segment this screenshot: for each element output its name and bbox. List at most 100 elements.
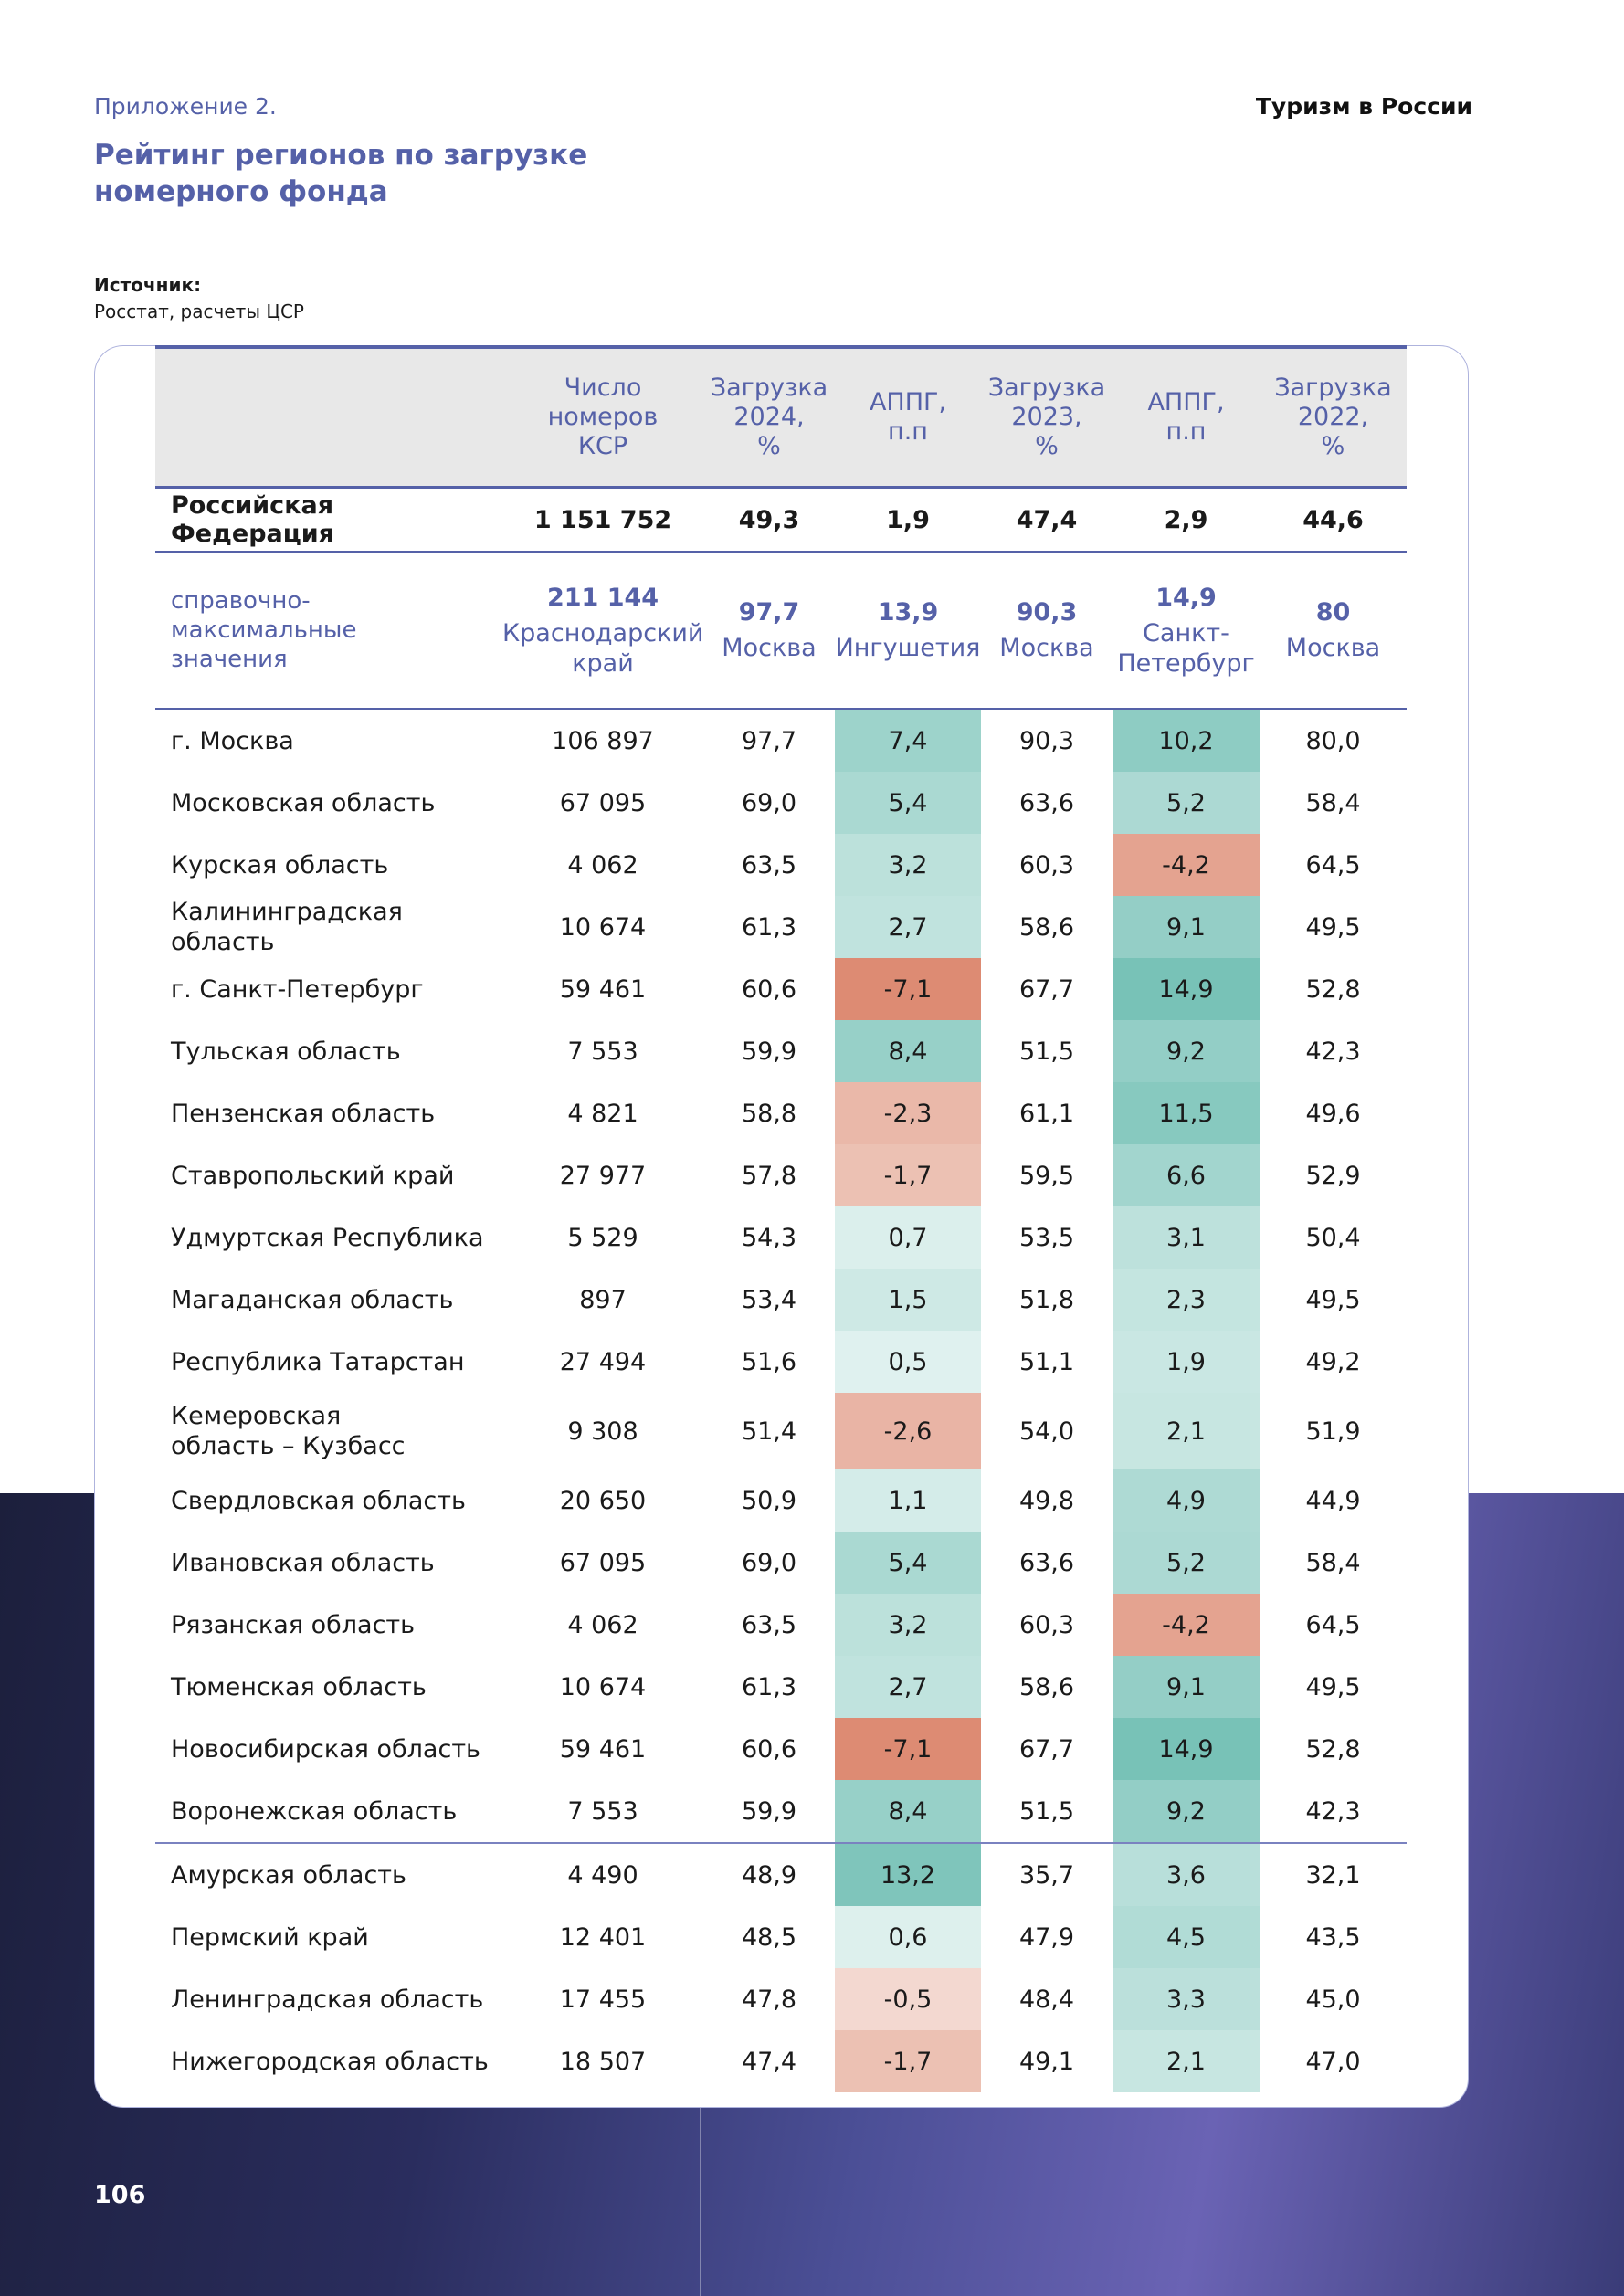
value-cell: 59 461 [559,1734,647,1764]
value-cell: 43,5 [1305,1922,1361,1952]
page-number: 106 [94,2181,146,2209]
reference-region: Ингушетия [835,634,981,662]
reference-value: 211 144 [546,583,659,612]
value-cell: 57,8 [741,1161,797,1190]
header-cell: Загрузка 2022, % [1260,345,1407,489]
header-cell: Загрузка 2024, % [703,345,835,489]
value-cell: 58,4 [1305,1548,1361,1577]
value-cell: 4 062 [567,850,638,879]
region-name: Ивановская область [171,1548,435,1577]
region-name: Республика Татарстан [171,1347,465,1376]
value-cell: 5,2 [1113,772,1260,834]
data-row: Пензенская область 4 821 58,8 -2,3 61,1 11,5 4… [155,1082,1407,1144]
value-cell: 51,5 [1018,1037,1075,1066]
value-cell: 49,8 [1018,1486,1075,1515]
region-name: Московская область [171,788,436,817]
value-cell: 9,1 [1113,896,1260,958]
rating-table: Число номеров КСР Загрузка 2024, % АППГ, п… [155,345,1407,2092]
value-cell: 3,2 [835,834,981,896]
value-cell: 13,2 [835,1842,981,1906]
region-name: Калининградская область [171,898,403,956]
value-cell: 106 897 [552,726,654,755]
reference-cell: 14,9 Санкт- Петербург [1113,552,1260,710]
value-cell: 48,4 [1018,1985,1075,2014]
value-cell: -0,5 [835,1968,981,2030]
reference-region: Санкт- Петербург [1117,618,1255,678]
value-cell: 3,3 [1113,1968,1260,2030]
value-cell: 49,6 [1305,1099,1361,1128]
value-cell: 3,1 [1113,1206,1260,1269]
value-cell: 97,7 [741,726,797,755]
data-row: Курская область 4 062 63,5 3,2 60,3 -4,2 64,5 [155,834,1407,896]
total-cell: Российская Федерация [155,487,502,553]
value-cell: 7,4 [835,709,981,772]
value-cell: 49,5 [1305,1672,1361,1701]
page-title: Рейтинг регионов по загрузке номерного ф… [94,139,588,208]
value-cell: 0,6 [835,1906,981,1968]
value-cell: 49,5 [1305,912,1361,942]
value-cell: 5 529 [567,1223,638,1252]
value-cell: 58,6 [1018,1672,1075,1701]
region-name: г. Москва [171,726,294,755]
value-cell: 90,3 [1018,726,1075,755]
value-cell: -4,2 [1113,1594,1260,1656]
value-cell: 64,5 [1305,850,1361,879]
reference-region: Москва [722,634,817,662]
reference-cell: 13,9 Ингушетия [835,552,981,710]
value-cell: -7,1 [835,1718,981,1780]
source-label: Источник: [94,274,202,296]
data-row: г. Санкт-Петербург 59 461 60,6 -7,1 67,7 14,9… [155,958,1407,1020]
value-cell: 10 674 [559,912,647,942]
region-name: Нижегородская область [171,2047,489,2076]
value-cell: 47,9 [1018,1922,1075,1952]
value-cell: 61,1 [1018,1099,1075,1128]
value-cell: 47,4 [741,2047,797,2076]
value-cell: 63,6 [1018,1548,1075,1577]
value-cell: 8,4 [835,1020,981,1082]
header-cell: Число номеров КСР [502,345,703,489]
data-row: Тульская область 7 553 59,9 8,4 51,5 9,2 42,3 [155,1020,1407,1082]
value-cell: 17 455 [559,1985,647,2014]
total-cell: 1,9 [835,487,981,553]
value-cell: 2,7 [835,1656,981,1718]
region-name: Пермский край [171,1922,369,1952]
data-row: Магаданская область 897 53,4 1,5 51,8 2,3 49,5 [155,1269,1407,1331]
region-name: Удмуртская Республика [171,1223,484,1252]
value-cell: 8,4 [835,1780,981,1843]
value-cell: 59 461 [559,974,647,1004]
value-cell: 52,8 [1305,974,1361,1004]
value-cell: 27 977 [559,1161,647,1190]
data-row: Ленинградская область 17 455 47,8 -0,5 48,4 3… [155,1968,1407,2030]
value-cell: 4,5 [1113,1906,1260,1968]
reference-value: 13,9 [877,598,939,627]
value-cell: 48,9 [703,1842,835,1906]
value-cell: 69,0 [741,788,797,817]
data-row: Ивановская область 67 095 69,0 5,4 63,6 5,2 58… [155,1532,1407,1594]
value-cell: 52,8 [1305,1734,1361,1764]
value-cell: 54,3 [741,1223,797,1252]
value-cell: 45,0 [1305,1985,1361,2014]
value-cell: 35,7 [981,1842,1113,1906]
value-cell: 60,6 [741,1734,797,1764]
source-text: Росстат, расчеты ЦСР [94,300,304,322]
value-cell: 61,3 [741,1672,797,1701]
value-cell: 63,5 [741,850,797,879]
value-cell: 3,2 [835,1594,981,1656]
value-cell: 59,5 [1018,1161,1075,1190]
value-cell: 2,1 [1113,1393,1260,1469]
value-cell: 51,6 [741,1347,797,1376]
region-name: Магаданская область [171,1285,454,1314]
region-name: Тульская область [171,1037,401,1066]
region-name: Свердловская область [171,1486,466,1515]
value-cell: 44,9 [1305,1486,1361,1515]
reference-label: справочно- максимальные значения [155,552,502,710]
value-cell: 47,0 [1305,2047,1361,2076]
value-cell: 12 401 [559,1922,647,1952]
total-row: Российская Федерация 1 151 752 49,3 1,9 47,4… [155,487,1407,553]
value-cell: 14,9 [1113,1718,1260,1780]
value-cell: 69,0 [741,1548,797,1577]
data-row: Калининградская область 10 674 61,3 2,7 58,6… [155,896,1407,958]
value-cell: 3,6 [1113,1842,1260,1906]
value-cell: 4,9 [1113,1469,1260,1532]
value-cell: 18 507 [559,2047,647,2076]
